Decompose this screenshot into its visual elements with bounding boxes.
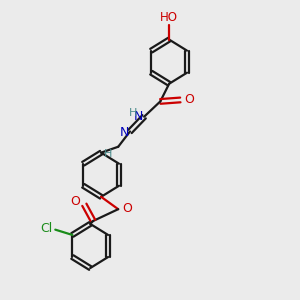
- Text: Cl: Cl: [40, 222, 52, 235]
- Text: H: H: [104, 149, 112, 159]
- Text: HO: HO: [160, 11, 178, 24]
- Text: N: N: [134, 110, 143, 123]
- Text: O: O: [123, 202, 133, 215]
- Text: O: O: [70, 195, 80, 208]
- Text: N: N: [120, 125, 129, 139]
- Text: H: H: [129, 108, 138, 118]
- Text: O: O: [185, 93, 195, 106]
